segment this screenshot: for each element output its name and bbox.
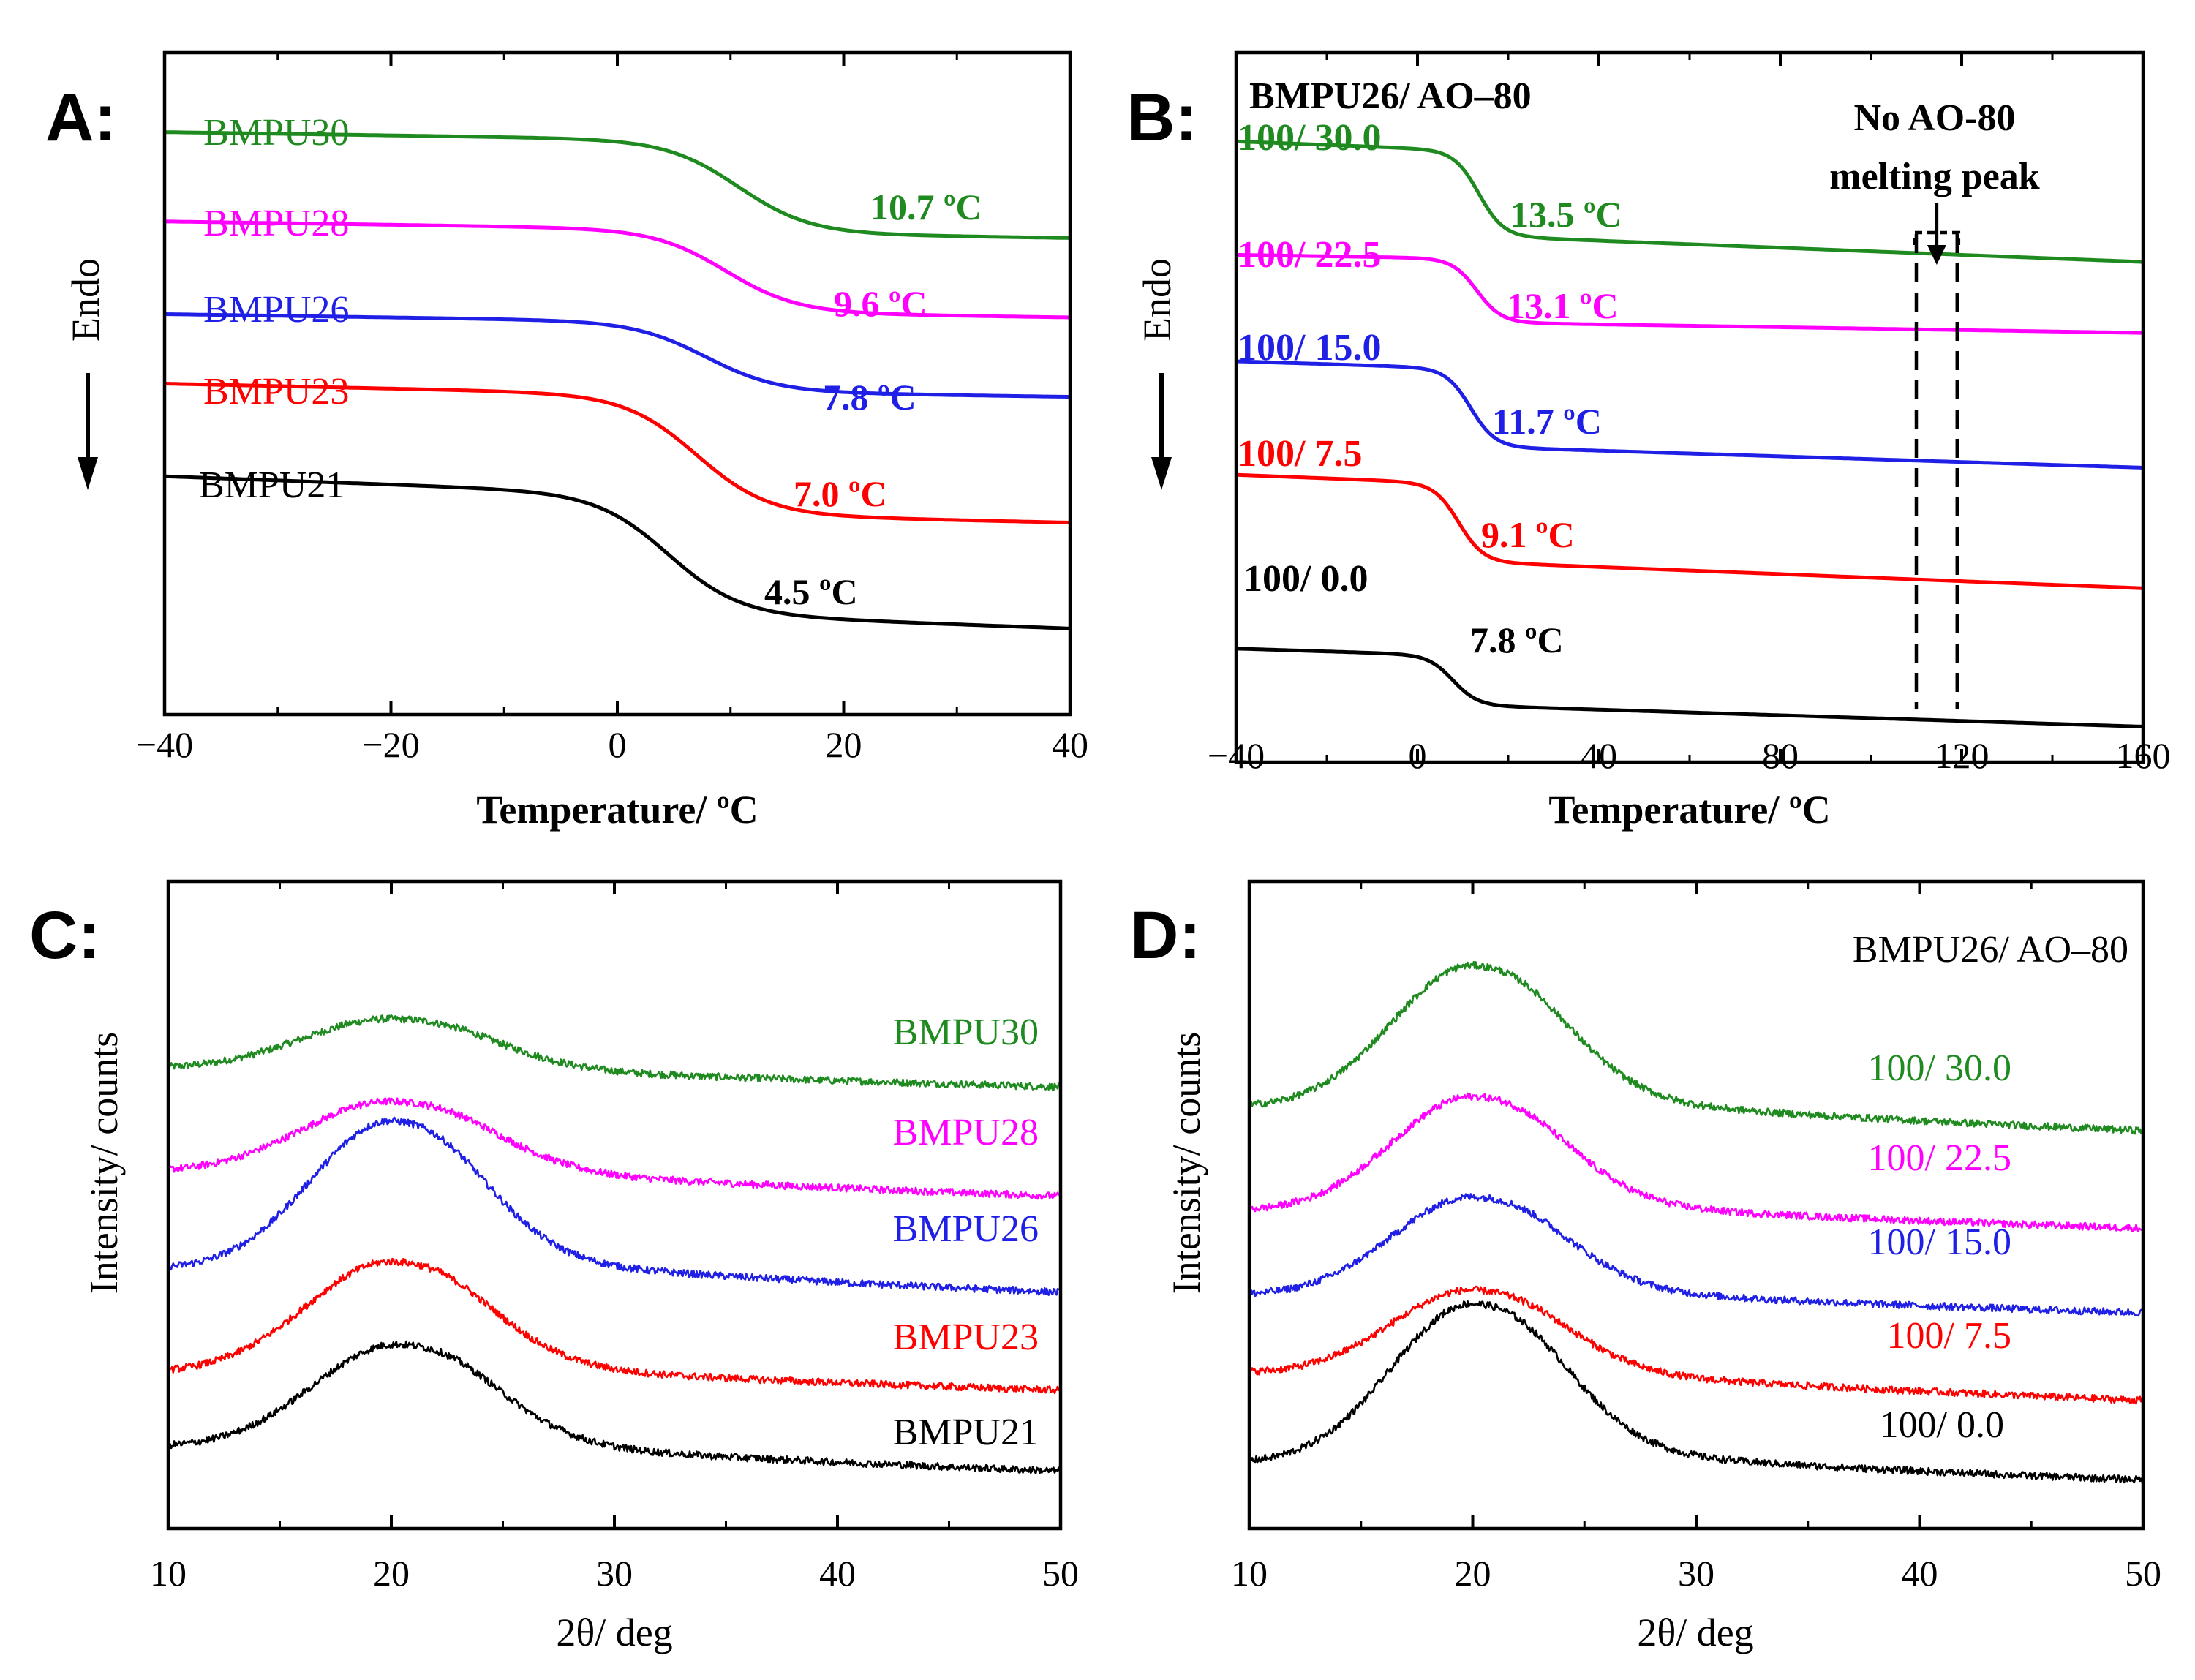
panel-c-series-label-3: BMPU23 bbox=[893, 1316, 1039, 1358]
panel-letter-b: B: bbox=[1126, 80, 1197, 155]
panel-a-tg-label-0: 10.7 ºC bbox=[870, 187, 982, 227]
panel-a-xtick-label-1: −20 bbox=[362, 724, 419, 765]
panel-a-series-label-0: BMPU30 bbox=[203, 112, 349, 154]
panel-b-series-label-2: 100/ 15.0 bbox=[1238, 327, 1381, 369]
panel-a-series-label-2: BMPU26 bbox=[203, 289, 349, 331]
panel-c-xlabel: 2θ/ deg bbox=[556, 1611, 672, 1654]
panel-a-ylabel: Endo bbox=[64, 258, 108, 342]
panel-c-chart: BMPU30 BMPU28 BMPU26 BMPU23 BMPU21 10 20 30 40 5… bbox=[82, 879, 1079, 1654]
panel-b-xtick-label-2: 40 bbox=[1581, 735, 1617, 776]
panel-b-series-line-4 bbox=[1235, 647, 2144, 728]
panel-c-series-label-0: BMPU30 bbox=[893, 1012, 1039, 1053]
panel-b-xtick-label-4: 120 bbox=[1935, 735, 1989, 776]
panel-a-series-line-4 bbox=[164, 474, 1071, 630]
panel-letter-d: D: bbox=[1130, 898, 1201, 973]
panel-d-ylabel: Intensity/ counts bbox=[1164, 1032, 1208, 1294]
panel-b-series-label-3: 100/ 7.5 bbox=[1238, 433, 1362, 475]
panel-a-tg-label-1: 9.6 ºC bbox=[834, 283, 927, 324]
panel-d-chart: 100/ 30.0 100/ 22.5 100/ 15.0 100/ 7.5 100/ … bbox=[1164, 879, 2161, 1654]
panel-c-series-line-0 bbox=[167, 1014, 1062, 1091]
panel-b-annotation: No AO-80 melting peak bbox=[1829, 97, 2040, 709]
panel-b-xtick-label-1: 0 bbox=[1409, 735, 1427, 776]
panel-b-title: BMPU26/ AO–80 bbox=[1249, 75, 1532, 117]
panel-d-series-label-0: 100/ 30.0 bbox=[1868, 1047, 2011, 1089]
panel-a-tg-label-3: 7.0 ºC bbox=[794, 473, 887, 514]
panel-b-tg-label-3: 9.1 ºC bbox=[1481, 514, 1575, 555]
panel-c-xtick-label-0: 10 bbox=[150, 1553, 187, 1594]
panel-a-tg-label-4: 4.5 ºC bbox=[764, 571, 858, 612]
panel-d-series-label-4: 100/ 0.0 bbox=[1880, 1404, 2004, 1446]
panel-b-xlabel: Temperature/ ºC bbox=[1548, 788, 1830, 832]
panel-d-series-label-2: 100/ 15.0 bbox=[1868, 1221, 2011, 1263]
panel-b-tg-label-1: 13.1 ºC bbox=[1507, 285, 1619, 326]
panel-d-xtick-label-2: 30 bbox=[1678, 1553, 1714, 1594]
panel-b-series-line-2 bbox=[1235, 359, 2144, 470]
panel-a-series-line-3 bbox=[164, 382, 1071, 524]
panel-c-series-label-2: BMPU26 bbox=[893, 1208, 1039, 1250]
panel-a-tg-label-2: 7.8 ºC bbox=[823, 377, 916, 418]
panel-c-series-label-4: BMPU21 bbox=[893, 1412, 1039, 1453]
panel-a-endo-arrow bbox=[78, 373, 98, 490]
panel-c-xtick-label-2: 30 bbox=[596, 1553, 633, 1594]
panel-c-ylabel: Intensity/ counts bbox=[82, 1032, 126, 1294]
panel-c-series-label-1: BMPU28 bbox=[893, 1112, 1039, 1153]
panel-b-series-line-1 bbox=[1236, 253, 2143, 335]
panel-b-xtick-label-3: 80 bbox=[1762, 735, 1799, 776]
panel-d-series-line-2 bbox=[1249, 1193, 2145, 1317]
panel-b-series-label-1: 100/ 22.5 bbox=[1238, 234, 1381, 276]
panel-b-series-label-0: 100/ 30.0 bbox=[1238, 117, 1381, 159]
annotation-line-1: No AO-80 bbox=[1854, 97, 2016, 139]
panel-b-tg-label-2: 11.7 ºC bbox=[1492, 401, 1602, 442]
panel-b-ylabel: Endo bbox=[1135, 258, 1179, 342]
panel-b-chart: 100/ 30.0 13.5 ºC 100/ 22.5 13.1 ºC 100/ 15.… bbox=[1135, 50, 2171, 832]
panel-c-xtick-label-3: 40 bbox=[819, 1553, 856, 1594]
panel-a-xlabel: Temperature/ ºC bbox=[476, 788, 758, 832]
panel-letter-c: C: bbox=[29, 898, 100, 973]
panel-d-title: BMPU26/ AO–80 bbox=[1853, 929, 2128, 971]
panel-d-series-line-1 bbox=[1248, 1092, 2145, 1232]
panel-c-series-line-1 bbox=[167, 1097, 1062, 1200]
panel-b-endo-arrow bbox=[1151, 373, 1172, 490]
panel-d-series-line-4 bbox=[1248, 1300, 2144, 1484]
panel-b-xtick-label-5: 160 bbox=[2116, 735, 2171, 776]
annotation-arrow-icon bbox=[1927, 245, 1946, 265]
panel-a-series-line-2 bbox=[164, 312, 1071, 399]
panel-d-series-label-1: 100/ 22.5 bbox=[1868, 1137, 2011, 1179]
panel-a-series-label-3: BMPU23 bbox=[203, 371, 349, 413]
panel-d-xtick-label-0: 10 bbox=[1231, 1553, 1268, 1594]
annotation-bracket bbox=[1913, 230, 1961, 245]
panel-a-xtick-label-0: −40 bbox=[136, 724, 193, 765]
panel-c-series-line-2 bbox=[167, 1116, 1061, 1296]
panel-d-series-line-0 bbox=[1249, 960, 2145, 1135]
panel-d-xtick-label-4: 50 bbox=[2125, 1553, 2161, 1594]
panel-a-series-label-4: BMPU21 bbox=[199, 464, 345, 506]
panel-c-series-line-4 bbox=[167, 1340, 1062, 1475]
panel-b-series-label-4: 100/ 0.0 bbox=[1243, 558, 1368, 600]
panel-d-series-line-3 bbox=[1248, 1285, 2145, 1405]
panel-b-tg-label-0: 13.5 ºC bbox=[1510, 194, 1622, 235]
panel-d-xtick-label-1: 20 bbox=[1455, 1553, 1491, 1594]
panel-a-xtick-label-3: 20 bbox=[826, 724, 862, 765]
panel-a-series-line-1 bbox=[164, 219, 1071, 320]
panel-b-tg-label-4: 7.8 ºC bbox=[1470, 619, 1564, 660]
panel-c-xtick-label-1: 20 bbox=[373, 1553, 410, 1594]
panel-letter-a: A: bbox=[45, 80, 116, 155]
panel-a-xtick-label-4: 40 bbox=[1052, 724, 1088, 765]
panel-d-series-label-3: 100/ 7.5 bbox=[1887, 1315, 2011, 1357]
panel-a-xtick-label-2: 0 bbox=[609, 724, 627, 765]
panel-c-xtick-label-4: 50 bbox=[1042, 1553, 1079, 1594]
panel-d-xlabel: 2θ/ deg bbox=[1637, 1611, 1753, 1654]
panel-a-series-line-0 bbox=[164, 130, 1071, 240]
panel-a-chart: BMPU30 10.7 ºC BMPU28 9.6 ºC BMPU26 7.8 ºC BMP… bbox=[64, 50, 1088, 832]
annotation-line-2: melting peak bbox=[1829, 156, 2040, 197]
panel-b-xtick-label-0: −40 bbox=[1208, 735, 1265, 776]
panel-d-xtick-label-3: 40 bbox=[1902, 1553, 1938, 1594]
panel-a-series-label-1: BMPU28 bbox=[203, 203, 349, 244]
panel-b-series-line-0 bbox=[1235, 139, 2144, 264]
panel-c-series-line-3 bbox=[167, 1257, 1062, 1395]
panel-b-series-line-3 bbox=[1235, 472, 2144, 590]
